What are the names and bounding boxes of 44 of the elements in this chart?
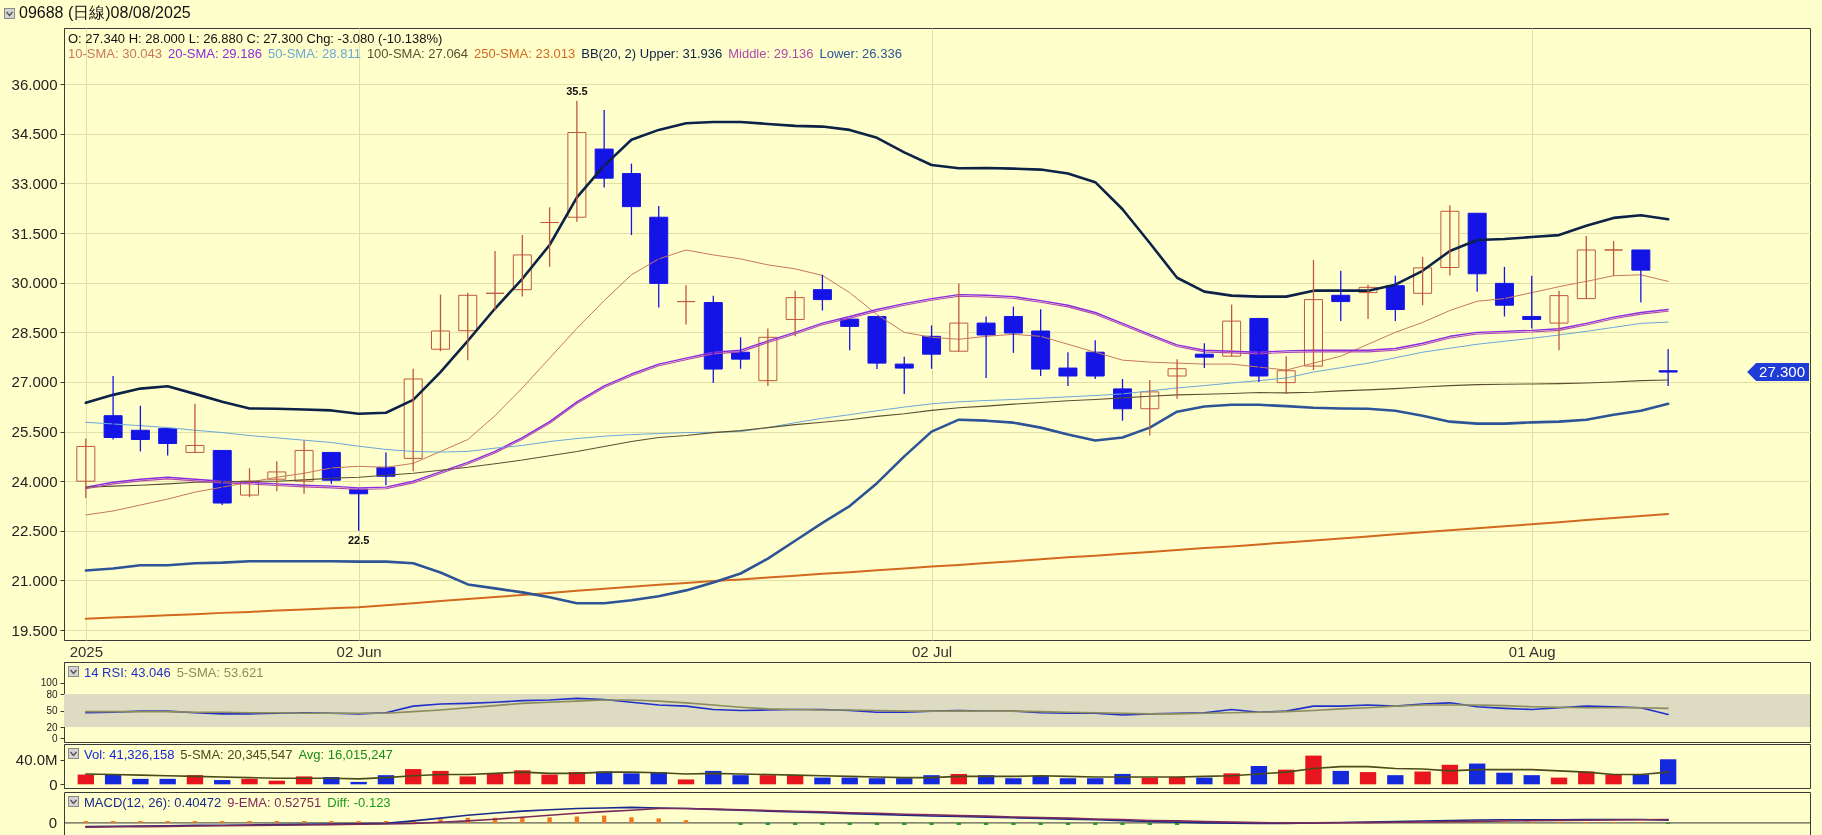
y-tick-label: 30.000 — [11, 274, 58, 292]
annotation: Avg: 16,015,247 — [298, 747, 393, 762]
y-tick-label: 36.000 — [11, 75, 58, 93]
text: 14 RSI: 43.046 — [84, 665, 171, 680]
y-tick-label: 19.500 — [11, 621, 58, 639]
y-tick-label: 24.000 — [11, 472, 58, 490]
y-tick-label: 100 — [40, 677, 58, 689]
y-tick-label: 20 — [46, 721, 58, 733]
x-tick-label: 01 Aug — [1508, 642, 1556, 660]
text: 5-SMA: 53.621 — [176, 665, 264, 680]
chart-title: 09688 (日線)08/08/2025 — [19, 3, 191, 23]
text: Middle: 29.136 — [728, 46, 814, 61]
y-tick-label: 34.500 — [11, 125, 58, 143]
y-tick-label: 50 — [46, 705, 58, 717]
series-label: Vol: 41,326,158 — [84, 747, 175, 762]
y-tick-label: 22.500 — [11, 522, 58, 540]
x-tick-label: 2025 — [69, 642, 104, 660]
annotation: 22.5 — [347, 533, 370, 546]
text: 100-SMA: 27.064 — [366, 46, 469, 61]
text: 250-SMA: 23.013 — [474, 46, 576, 61]
series-label: MACD(12, 26): 0.40472 — [84, 795, 222, 810]
text: 50-SMA: 28.811 — [267, 46, 361, 61]
y-tick-label: 27.000 — [11, 373, 58, 391]
y-tick-label: 21.000 — [11, 571, 58, 589]
y-tick-label: 0 — [49, 775, 58, 793]
y-tick-label: 40.0M — [15, 751, 58, 769]
chart-subtitle: O: 27.340 H: 28.000 L: 26.880 C: 27.300 Chg: -3.080 (-10.138%) — [68, 31, 443, 46]
text: 27.300 — [1747, 363, 1809, 382]
annotation: 35.5 — [566, 84, 588, 97]
series-label: 5-SMA: 20,345,547 — [180, 747, 293, 762]
text: Lower: 26.336 — [819, 46, 902, 61]
y-tick-label: 28.500 — [11, 323, 58, 341]
y-tick-label: 25.500 — [11, 423, 58, 441]
y-tick-label: 80 — [46, 688, 58, 700]
series-label: 9-EMA: 0.52751 — [227, 795, 322, 810]
y-tick-label: 0 — [51, 732, 58, 744]
text: 20-SMA: 29.186 — [167, 46, 262, 61]
y-tick-label: 33.000 — [11, 174, 58, 192]
y-tick-label: 31.500 — [11, 224, 58, 242]
text: BB(20, 2) Upper: 31.936 — [581, 46, 723, 61]
x-tick-label: 02 Jun — [336, 642, 382, 660]
series-label: Diff: -0.123 — [327, 795, 391, 810]
x-tick-label: 02 Jul — [912, 642, 953, 660]
text: 10-SMA: 30.043 — [68, 46, 162, 61]
